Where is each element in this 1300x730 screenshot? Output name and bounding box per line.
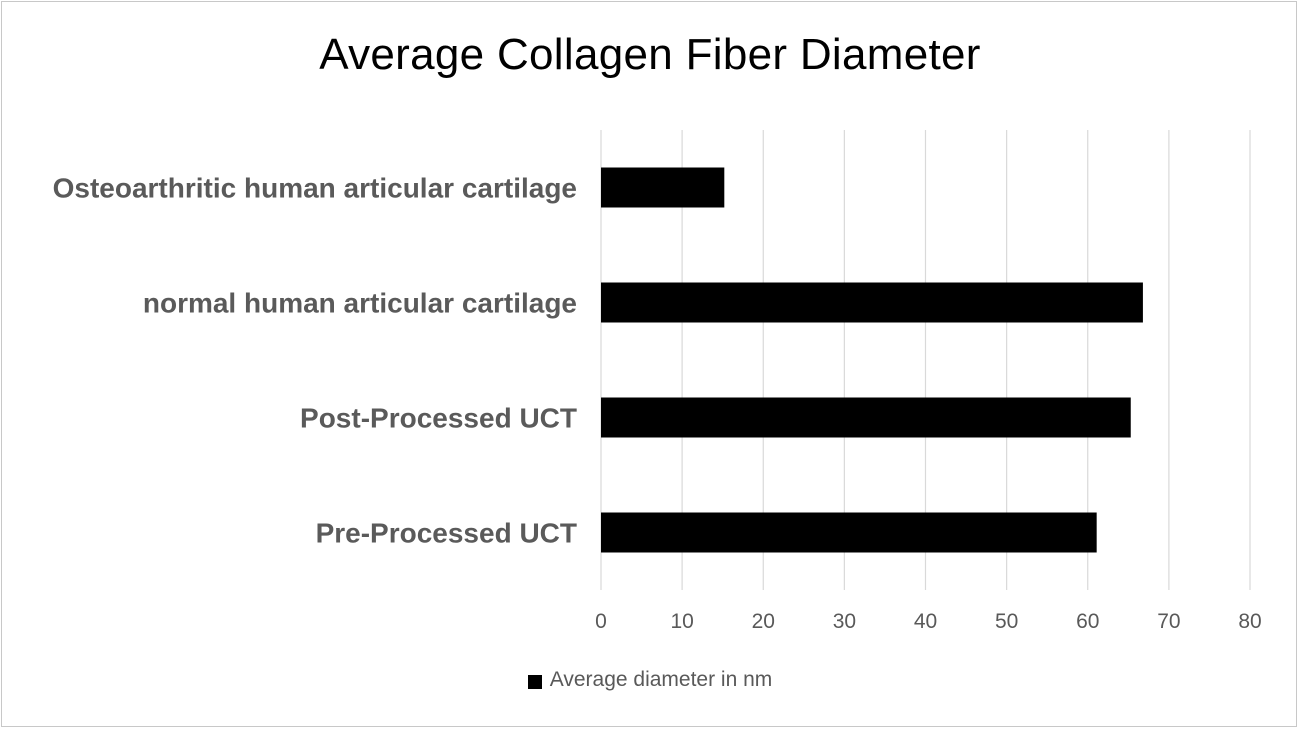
category-label: Post-Processed UCT [300,403,577,434]
legend-label: Average diameter in nm [549,668,773,691]
x-tick-label: 40 [914,610,937,633]
bar [601,397,1131,438]
category-label: normal human articular cartilage [143,288,577,319]
x-tick-labels: 0 10 20 30 40 50 60 70 80 [595,610,1262,633]
x-tick-label: 50 [995,610,1018,633]
legend: Average diameter in nm [0,668,1300,692]
bar [601,167,725,208]
x-tick-label: 30 [833,610,856,633]
category-labels: Osteoarthritic human articular cartilage… [53,173,577,549]
x-tick-label: 20 [752,610,775,633]
category-label: Osteoarthritic human articular cartilage [53,173,577,204]
x-tick-label: 80 [1238,610,1261,633]
category-label: Pre-Processed UCT [316,518,577,549]
chart-title: Average Collagen Fiber Diameter [319,30,981,79]
x-tick-label: 10 [670,610,693,633]
x-tick-label: 60 [1076,610,1099,633]
bars [601,167,1143,553]
bar [601,512,1097,553]
x-tick-label: 0 [595,610,607,633]
x-tick-label: 70 [1157,610,1180,633]
bar [601,282,1143,323]
legend-swatch [527,674,542,689]
